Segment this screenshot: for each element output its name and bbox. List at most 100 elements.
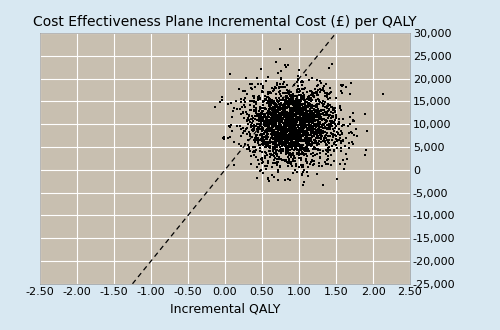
Point bbox=[296, 116, 304, 121]
Point bbox=[274, 154, 282, 159]
Point bbox=[292, 133, 300, 138]
Point bbox=[262, 153, 270, 158]
Point bbox=[282, 136, 290, 142]
Point bbox=[269, 122, 277, 128]
Point bbox=[264, 89, 272, 95]
Point bbox=[315, 101, 323, 106]
Point bbox=[290, 117, 298, 123]
Point bbox=[284, 114, 292, 119]
Point bbox=[296, 134, 304, 139]
Point bbox=[254, 115, 262, 120]
Point bbox=[256, 109, 264, 114]
Point bbox=[290, 155, 298, 161]
Point bbox=[300, 124, 308, 129]
Point bbox=[310, 153, 318, 159]
Point bbox=[272, 126, 280, 131]
Point bbox=[260, 137, 268, 143]
Point bbox=[310, 145, 318, 150]
Point bbox=[273, 136, 281, 141]
Point bbox=[296, 108, 304, 113]
Point bbox=[306, 118, 314, 124]
Point bbox=[312, 151, 320, 156]
Point bbox=[264, 134, 272, 139]
Point bbox=[310, 118, 318, 124]
Point bbox=[312, 114, 320, 119]
Point bbox=[277, 142, 285, 147]
Point bbox=[274, 125, 282, 130]
Point bbox=[300, 115, 308, 120]
Point bbox=[300, 151, 308, 156]
Point bbox=[274, 141, 282, 147]
Point bbox=[278, 104, 286, 110]
Point bbox=[220, 136, 228, 141]
Point bbox=[272, 132, 280, 137]
Point bbox=[298, 146, 306, 151]
Point bbox=[283, 119, 291, 125]
Point bbox=[288, 162, 296, 167]
Point bbox=[284, 89, 292, 94]
Point bbox=[310, 133, 318, 138]
Point bbox=[302, 115, 310, 120]
Point bbox=[282, 138, 290, 143]
Point bbox=[352, 127, 360, 132]
Point bbox=[326, 133, 334, 138]
Point bbox=[284, 116, 292, 122]
Point bbox=[286, 99, 294, 104]
Point bbox=[333, 129, 341, 135]
Point bbox=[300, 116, 308, 122]
Point bbox=[294, 127, 302, 133]
Point bbox=[322, 125, 330, 131]
Point bbox=[340, 138, 347, 143]
Point bbox=[309, 117, 317, 123]
Point bbox=[246, 116, 254, 121]
Point bbox=[327, 115, 335, 121]
Point bbox=[281, 126, 289, 131]
Point bbox=[268, 140, 276, 145]
Point bbox=[276, 117, 284, 122]
Point bbox=[262, 128, 270, 134]
Point bbox=[288, 135, 296, 141]
Point bbox=[264, 164, 272, 169]
Point bbox=[264, 104, 272, 109]
Point bbox=[260, 122, 268, 127]
Point bbox=[266, 148, 274, 153]
Point bbox=[301, 115, 309, 121]
Point bbox=[276, 116, 284, 121]
Point bbox=[314, 112, 322, 117]
Point bbox=[320, 102, 328, 107]
Point bbox=[291, 108, 299, 114]
Point bbox=[298, 97, 306, 102]
Point bbox=[313, 123, 321, 128]
Point bbox=[258, 67, 266, 72]
Point bbox=[250, 144, 258, 149]
Point bbox=[286, 120, 294, 125]
Point bbox=[320, 138, 328, 143]
Point bbox=[261, 118, 269, 124]
Point bbox=[268, 134, 276, 139]
Point bbox=[270, 109, 278, 114]
Point bbox=[299, 143, 307, 148]
Point bbox=[255, 124, 263, 130]
Point bbox=[317, 125, 325, 130]
Point bbox=[304, 115, 312, 121]
Point bbox=[262, 149, 270, 155]
Point bbox=[274, 125, 282, 130]
Point bbox=[302, 116, 310, 121]
Point bbox=[288, 92, 296, 98]
Point bbox=[262, 78, 270, 83]
Point bbox=[312, 90, 320, 95]
Point bbox=[248, 123, 256, 129]
Point bbox=[236, 111, 244, 116]
Point bbox=[288, 146, 296, 151]
Point bbox=[315, 163, 323, 169]
Point bbox=[266, 102, 274, 107]
Point bbox=[324, 109, 332, 114]
Point bbox=[276, 91, 284, 96]
Point bbox=[256, 124, 264, 130]
Point bbox=[271, 113, 279, 118]
Point bbox=[282, 119, 290, 125]
Point bbox=[247, 124, 255, 129]
Point bbox=[314, 129, 322, 135]
Point bbox=[281, 126, 289, 131]
Point bbox=[240, 115, 248, 120]
